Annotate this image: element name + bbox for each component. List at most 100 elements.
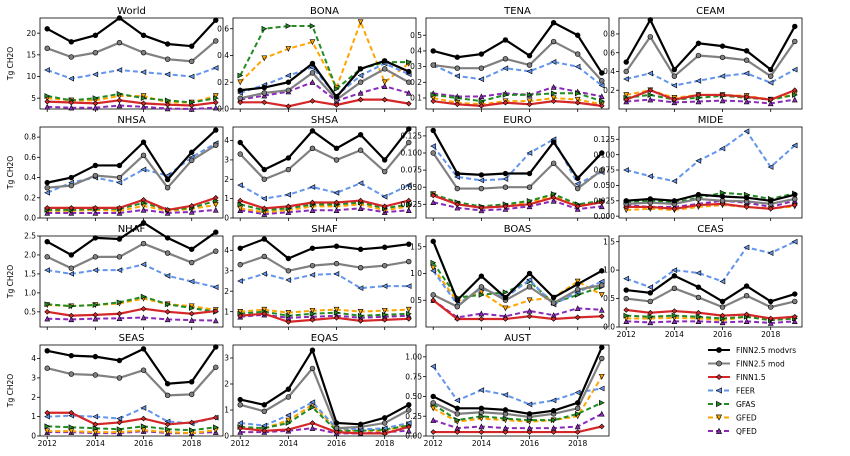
data-point <box>526 62 533 68</box>
data-point <box>478 310 485 317</box>
y-tick-label: 0.75 <box>405 372 422 381</box>
series-line <box>46 221 217 257</box>
panel-title: NHSA <box>117 115 146 126</box>
series-line <box>432 357 603 419</box>
data-point <box>623 307 630 313</box>
data-point <box>333 189 340 196</box>
series-line <box>47 144 217 190</box>
data-point <box>623 198 629 204</box>
series-line <box>47 208 216 214</box>
data-point <box>261 176 268 182</box>
data-point <box>502 429 509 435</box>
series-line <box>239 255 409 272</box>
data-point <box>116 375 123 381</box>
data-point <box>478 316 485 322</box>
data-point <box>454 405 461 412</box>
data-point <box>116 267 123 274</box>
series-gfed <box>237 306 412 316</box>
data-point <box>719 73 726 80</box>
data-point <box>140 69 147 76</box>
data-point <box>430 143 436 150</box>
data-point <box>116 97 123 104</box>
data-point <box>526 270 533 277</box>
series-line <box>625 129 796 183</box>
x-tick-label: 2018 <box>568 439 587 448</box>
data-point <box>68 265 75 271</box>
y-tick-label: 0 <box>224 214 229 223</box>
data-point <box>213 364 219 370</box>
series-feer <box>237 180 412 202</box>
data-point <box>478 185 485 192</box>
data-point <box>695 77 702 84</box>
y-tick-label: 0.4 <box>410 47 422 56</box>
data-point <box>357 312 364 319</box>
series-finn2-5-mod <box>44 240 219 271</box>
y-tick-label: 1.5 <box>410 242 422 251</box>
series-line <box>240 427 409 435</box>
data-point <box>116 90 123 97</box>
data-point <box>623 204 630 210</box>
x-tick-label: 2018 <box>761 330 780 339</box>
series-finn1-5 <box>237 197 412 212</box>
data-point <box>574 286 581 293</box>
data-point <box>381 244 388 250</box>
y-tick-label: 0 <box>31 432 36 441</box>
data-point <box>623 287 629 293</box>
data-point <box>68 303 75 310</box>
data-point <box>188 317 195 323</box>
data-point <box>743 318 750 325</box>
data-point <box>188 305 195 311</box>
data-point <box>502 91 509 98</box>
data-point <box>261 205 268 212</box>
series-line <box>626 197 795 205</box>
x-tick-label: 2014 <box>279 439 298 448</box>
data-point <box>695 270 702 276</box>
data-point <box>719 92 726 98</box>
data-point <box>598 93 605 100</box>
data-point <box>116 419 123 426</box>
series-finn1-5 <box>237 310 412 325</box>
data-point <box>285 155 292 161</box>
series-finn1-5 <box>237 420 412 437</box>
series-finn2-5-mod <box>623 34 798 79</box>
data-point <box>237 420 243 426</box>
data-point <box>574 400 581 406</box>
data-point <box>237 139 243 146</box>
data-point <box>478 273 485 279</box>
data-point <box>92 71 99 78</box>
data-point <box>261 427 268 434</box>
series-line <box>240 400 409 431</box>
series-line <box>47 104 216 111</box>
data-point <box>647 173 654 180</box>
series-line <box>47 99 216 107</box>
data-point <box>526 150 533 156</box>
data-point <box>164 250 171 256</box>
data-point <box>454 303 461 310</box>
data-point <box>430 238 436 245</box>
series-line <box>432 299 602 321</box>
data-point <box>357 318 364 324</box>
data-point <box>261 90 268 96</box>
series-line <box>432 376 603 423</box>
panel-shaf: SHAF 1 2 3 4 <box>224 224 417 330</box>
data-point <box>68 104 75 111</box>
data-point <box>188 203 195 209</box>
data-point <box>357 246 364 252</box>
data-point <box>767 198 774 204</box>
panel-bona: BONA 0.0 0.2 0.4 0.6 <box>217 6 417 114</box>
data-point <box>599 70 605 76</box>
data-point <box>357 147 364 153</box>
data-point <box>574 51 581 57</box>
y-tick-label: 1.0 <box>603 266 615 275</box>
data-point <box>261 310 268 317</box>
panel-boas: BOAS 0.5 1.0 1.5 <box>410 224 610 330</box>
data-point <box>526 411 533 417</box>
data-point <box>237 245 243 251</box>
data-point <box>261 195 268 202</box>
data-point <box>92 104 99 111</box>
data-point <box>647 87 654 94</box>
data-point <box>454 201 461 208</box>
series-line <box>47 199 217 211</box>
x-tick-label: 2012 <box>231 439 250 448</box>
data-point <box>309 199 316 206</box>
